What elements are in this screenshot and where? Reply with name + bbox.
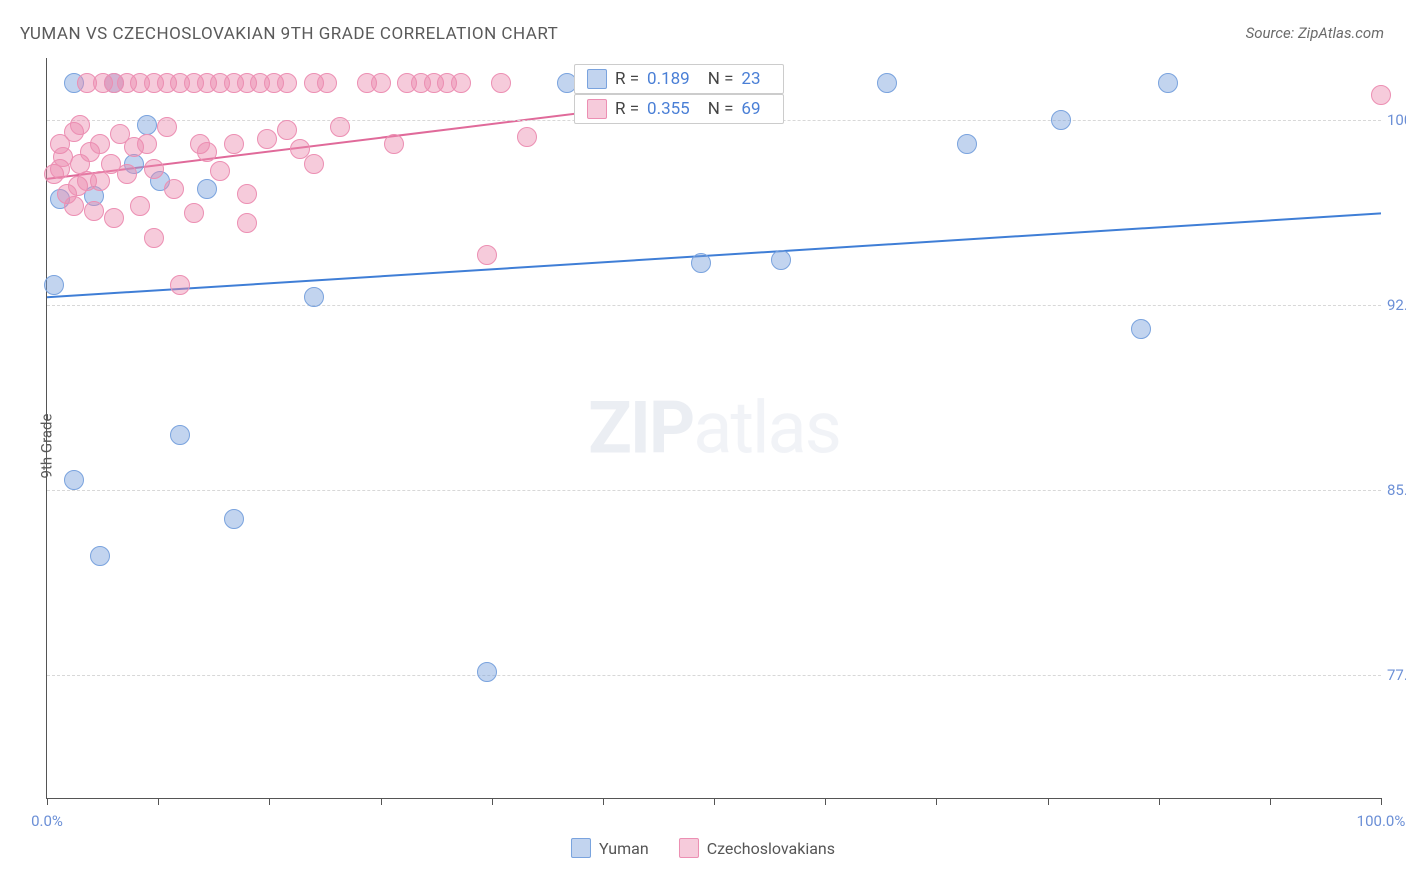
data-point	[237, 213, 257, 233]
x-tick	[936, 798, 937, 805]
legend-swatch	[587, 69, 607, 89]
data-point	[371, 73, 391, 93]
data-point	[157, 117, 177, 137]
chart-title: YUMAN VS CZECHOSLOVAKIAN 9TH GRADE CORRE…	[20, 24, 558, 44]
x-tick	[714, 798, 715, 805]
data-point	[330, 117, 350, 137]
data-point	[1371, 85, 1391, 105]
legend-r-value: 0.355	[647, 99, 690, 119]
data-point	[144, 228, 164, 248]
data-point	[451, 73, 471, 93]
data-point	[477, 662, 497, 682]
data-point	[517, 127, 537, 147]
data-point	[304, 287, 324, 307]
data-point	[304, 154, 324, 174]
data-point	[277, 120, 297, 140]
x-tick	[1048, 798, 1049, 805]
data-point	[117, 164, 137, 184]
x-tick	[1381, 798, 1382, 805]
legend-label: Yuman	[599, 839, 649, 858]
data-point	[1051, 110, 1071, 130]
x-tick	[1159, 798, 1160, 805]
data-point	[237, 184, 257, 204]
x-tick	[492, 798, 493, 805]
x-tick	[825, 798, 826, 805]
data-point	[137, 115, 157, 135]
data-point	[1158, 73, 1178, 93]
data-point	[130, 196, 150, 216]
x-tick	[269, 798, 270, 805]
legend-n-value: 69	[741, 99, 760, 119]
data-point	[277, 73, 297, 93]
data-point	[317, 73, 337, 93]
gridline-h	[47, 305, 1381, 306]
data-point	[184, 203, 204, 223]
data-point	[70, 115, 90, 135]
x-tick	[603, 798, 604, 805]
bottom-legend-item: Czechoslovakians	[679, 838, 835, 858]
legend-swatch	[587, 99, 607, 119]
y-tick-label: 100.0%	[1387, 111, 1406, 129]
data-point	[877, 73, 897, 93]
legend-stat-row: R = 0.355 N = 69	[574, 94, 784, 124]
legend-n-label: N =	[708, 69, 734, 89]
data-point	[257, 129, 277, 149]
data-point	[771, 250, 791, 270]
data-point	[90, 546, 110, 566]
gridline-h	[47, 490, 1381, 491]
data-point	[477, 245, 497, 265]
watermark: ZIPatlas	[588, 386, 840, 471]
legend-r-label: R =	[615, 69, 639, 89]
data-point	[491, 73, 511, 93]
data-point	[224, 509, 244, 529]
x-tick-label: 100.0%	[1357, 812, 1406, 830]
data-point	[170, 425, 190, 445]
data-point	[957, 134, 977, 154]
x-tick-label: 0.0%	[31, 812, 63, 830]
legend-n-value: 23	[741, 69, 760, 89]
data-point	[90, 171, 110, 191]
data-point	[44, 275, 64, 295]
x-tick	[47, 798, 48, 805]
x-tick	[158, 798, 159, 805]
data-point	[170, 275, 190, 295]
legend-swatch	[679, 838, 699, 858]
legend-stat-row: R = 0.189 N = 23	[574, 64, 784, 94]
legend-r-label: R =	[615, 99, 639, 119]
source-attribution: Source: ZipAtlas.com	[1246, 24, 1384, 42]
y-tick-label: 85.0%	[1387, 481, 1406, 499]
bottom-legend-item: Yuman	[571, 838, 649, 858]
legend-label: Czechoslovakians	[707, 839, 835, 858]
data-point	[691, 253, 711, 273]
x-tick	[1270, 798, 1271, 805]
gridline-h	[47, 675, 1381, 676]
y-tick-label: 92.5%	[1387, 296, 1406, 314]
data-point	[1131, 319, 1151, 339]
legend-r-value: 0.189	[647, 69, 690, 89]
data-point	[384, 134, 404, 154]
trend-lines	[47, 58, 1381, 798]
data-point	[210, 161, 230, 181]
data-point	[84, 201, 104, 221]
plot-area: ZIPatlas 77.5%85.0%92.5%100.0%0.0%100.0%	[46, 58, 1381, 799]
data-point	[64, 470, 84, 490]
data-point	[104, 208, 124, 228]
legend-swatch	[571, 838, 591, 858]
bottom-legend: Yuman Czechoslovakians	[571, 838, 835, 858]
legend-n-label: N =	[708, 99, 734, 119]
data-point	[64, 196, 84, 216]
data-point	[197, 179, 217, 199]
data-point	[90, 134, 110, 154]
data-point	[144, 159, 164, 179]
data-point	[224, 134, 244, 154]
x-tick	[381, 798, 382, 805]
data-point	[197, 142, 217, 162]
data-point	[137, 134, 157, 154]
y-tick-label: 77.5%	[1387, 666, 1406, 684]
data-point	[164, 179, 184, 199]
